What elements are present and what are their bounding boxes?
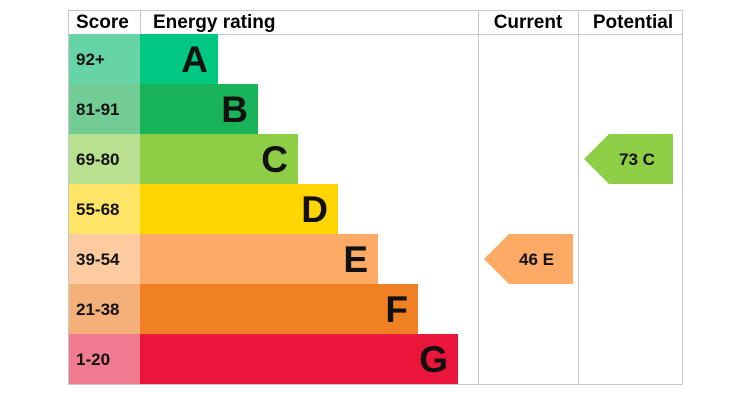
current-arrow-label: 46 E: [519, 250, 554, 269]
band-bar-d: [140, 184, 338, 234]
band-letter-e: E: [343, 239, 368, 280]
band-letter-b: B: [221, 89, 248, 130]
score-label-f: 21-38: [76, 300, 119, 319]
band-letter-c: C: [261, 139, 288, 180]
current-arrow: [484, 234, 573, 284]
score-cell-c: [69, 134, 140, 184]
band-bar-c: [140, 134, 298, 184]
score-cell-e: [69, 234, 140, 284]
band-bar-a: [140, 34, 218, 84]
band-letter-f: F: [385, 289, 408, 330]
band-bar-f: [140, 284, 418, 334]
score-cell-a: [69, 34, 140, 84]
score-cell-f: [69, 284, 140, 334]
score-label-b: 81-91: [76, 100, 119, 119]
band-bar-g: [140, 334, 458, 384]
column-headers: Score Energy rating Current Potential: [76, 12, 673, 33]
rating-arrows: 46 E 73 C: [484, 134, 673, 284]
band-letter-d: D: [301, 189, 328, 230]
potential-arrow-label: 73 C: [619, 150, 655, 169]
table-grid: [68, 10, 683, 385]
header-score: Score: [76, 12, 129, 33]
band-letter-g: G: [419, 339, 448, 380]
score-label-a: 92+: [76, 50, 105, 69]
score-label-c: 69-80: [76, 150, 119, 169]
header-current: Current: [494, 12, 563, 33]
score-label-g: 1-20: [76, 350, 110, 369]
score-label-e: 39-54: [76, 250, 120, 269]
score-label-d: 55-68: [76, 200, 119, 219]
rating-bands: 92+ A 81-91 B 69-80 C 55-68 D 39-54 E 21-38 F 1-20 G: [69, 34, 458, 384]
band-bar-b: [140, 84, 258, 134]
score-cell-b: [69, 84, 140, 134]
band-letter-a: A: [181, 39, 208, 80]
band-bar-e: [140, 234, 378, 284]
score-cell-g: [69, 334, 140, 384]
table-border: [68, 10, 683, 385]
potential-arrow: [584, 134, 673, 184]
score-cell-d: [69, 184, 140, 234]
header-energy-rating: Energy rating: [153, 12, 275, 33]
header-potential: Potential: [593, 12, 673, 33]
